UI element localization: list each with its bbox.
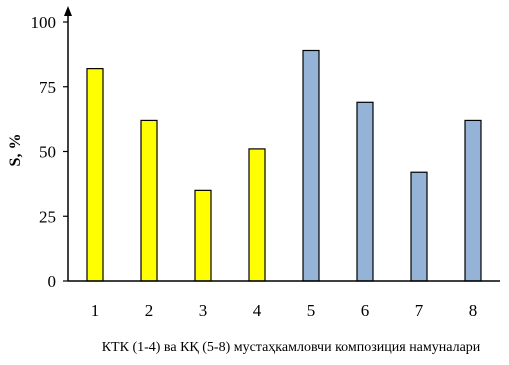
- bar-7: [410, 171, 428, 282]
- y-tick-label: 100: [31, 13, 57, 32]
- bar-3: [194, 189, 212, 282]
- x-tick-label: 5: [307, 301, 316, 320]
- y-axis-ticks: 0 25 50 75 100: [31, 13, 68, 291]
- x-tick-label: 7: [415, 301, 424, 320]
- bar-5: [302, 49, 320, 282]
- y-tick-label: 50: [39, 143, 56, 162]
- y-tick-label: 0: [48, 272, 57, 291]
- x-axis-title: КТК (1-4) ва КҚ (5-8) мустаҳкамловчи ком…: [102, 340, 481, 355]
- x-tick-label: 1: [91, 301, 100, 320]
- bar-6: [356, 101, 374, 282]
- y-tick-label: 25: [39, 207, 56, 226]
- bar-2: [140, 119, 158, 282]
- x-tick-label: 2: [145, 301, 154, 320]
- x-axis-ticks: 1 2 3 4 5 6 7 8: [91, 301, 478, 320]
- x-tick-label: 8: [469, 301, 478, 320]
- bar-8: [464, 119, 482, 282]
- y-tick-label: 75: [39, 78, 56, 97]
- x-tick-label: 3: [199, 301, 208, 320]
- x-tick-label: 4: [253, 301, 262, 320]
- bar-4: [248, 148, 266, 282]
- bars: [86, 49, 482, 282]
- y-axis-title: S, %: [7, 134, 24, 167]
- bar-1: [86, 68, 104, 282]
- x-tick-label: 6: [361, 301, 370, 320]
- y-axis-arrow-icon: [64, 6, 72, 16]
